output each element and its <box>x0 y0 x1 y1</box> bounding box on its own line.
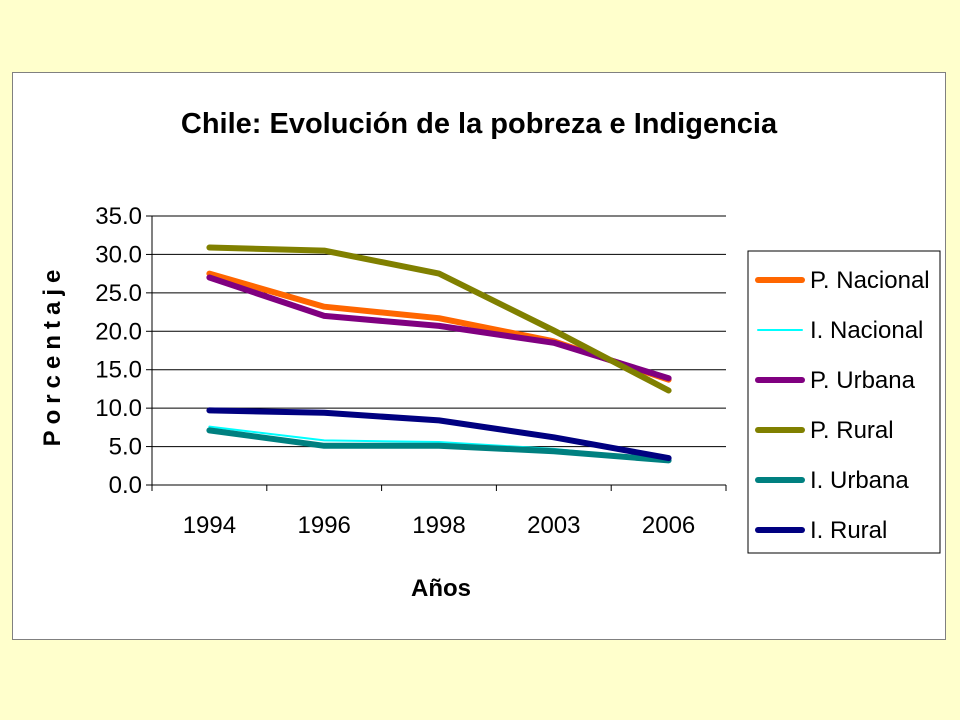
x-tick-label: 1998 <box>412 512 465 539</box>
x-tick-label: 1994 <box>183 512 236 539</box>
y-tick-label: 30.0 <box>95 241 142 268</box>
line-chart: Chile: Evolución de la pobreza e Indigen… <box>39 108 941 602</box>
chart-title: Chile: Evolución de la pobreza e Indigen… <box>181 108 778 140</box>
legend-label: P. Nacional <box>810 267 930 294</box>
y-tick-label: 10.0 <box>95 395 142 422</box>
legend: P. Nacional I. Nacional P. Urbana P. Rural I… <box>747 250 941 554</box>
y-tick-labels: 0.0 5.0 10.0 15.0 20.0 25.0 30.0 35.0 <box>95 203 142 499</box>
legend-label: I. Nacional <box>810 317 923 344</box>
x-tick-labels: 1994 1996 1998 2003 2006 <box>183 512 696 539</box>
series-lines <box>206 244 672 464</box>
legend-label: I. Urbana <box>810 467 909 494</box>
y-axis-title: Porcentaje <box>39 264 66 447</box>
y-tick-label: 35.0 <box>95 203 142 230</box>
y-tick-label: 0.0 <box>109 472 142 499</box>
legend-box <box>747 250 941 554</box>
legend-label: I. Rural <box>810 517 887 544</box>
legend-label: P. Urbana <box>810 367 916 394</box>
x-tick-label: 1996 <box>298 512 351 539</box>
y-tick-label: 5.0 <box>109 434 142 461</box>
y-tick-label: 20.0 <box>95 318 142 345</box>
axes <box>151 216 727 491</box>
chart-frame: Chile: Evolución de la pobreza e Indigen… <box>12 72 946 640</box>
legend-label: P. Rural <box>810 417 894 444</box>
x-axis-title: Años <box>411 575 471 602</box>
series-line-i-urbana <box>206 427 672 464</box>
y-tick-label: 25.0 <box>95 280 142 307</box>
x-tick-label: 2003 <box>527 512 580 539</box>
series-line-p-rural <box>206 244 672 394</box>
series-line-i-rural <box>206 407 672 462</box>
series-line-p-urbana <box>206 274 672 382</box>
y-tick-label: 15.0 <box>95 357 142 384</box>
x-tick-label: 2006 <box>642 512 695 539</box>
